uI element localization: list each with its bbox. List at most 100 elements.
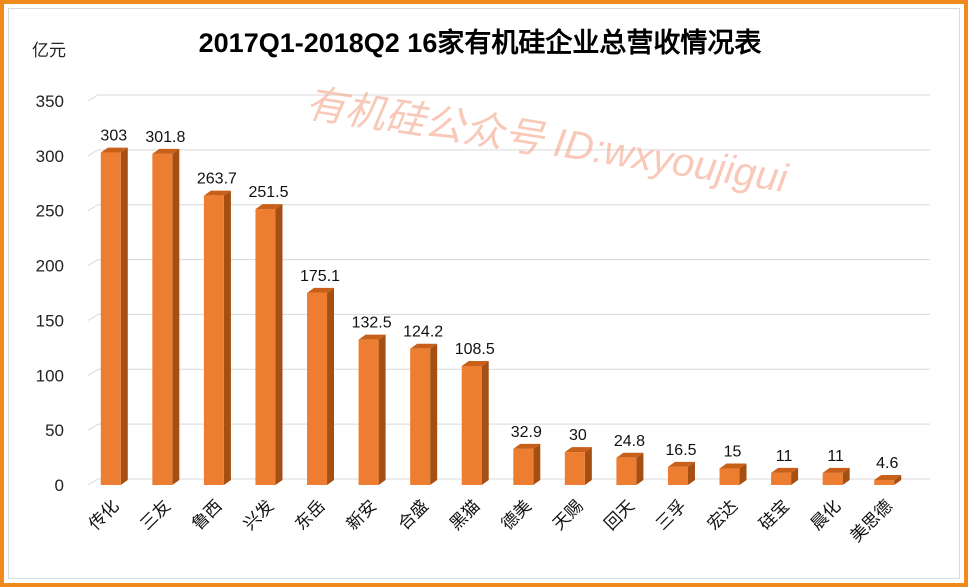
bar-side: [327, 287, 335, 485]
y-tick-label: 250: [36, 202, 64, 221]
bar-side: [430, 343, 438, 485]
x-tick-label: 晨化: [807, 496, 844, 533]
gridline-depth: [87, 94, 99, 102]
x-tick-label: 合盛: [395, 496, 432, 533]
gridline-depth: [87, 478, 99, 486]
bar: [307, 292, 328, 485]
bar-side: [378, 334, 386, 485]
bar-side: [687, 461, 695, 485]
bar: [874, 479, 895, 485]
y-tick-label: 100: [36, 366, 64, 385]
gridline-depth: [87, 149, 99, 157]
y-tick-label: 200: [36, 257, 64, 276]
y-tick-label: 0: [55, 476, 64, 495]
bar-top: [203, 190, 231, 196]
gridline-depth: [87, 368, 99, 376]
data-label: 11: [827, 448, 844, 465]
watermark: 有机硅公众号 ID:wxyoujigui: [303, 81, 792, 201]
chart-title: 2017Q1-2018Q2 16家有机硅企业总营收情况表: [199, 27, 762, 58]
bar: [152, 153, 173, 486]
bar-top: [874, 474, 902, 480]
gridline-depth: [87, 259, 99, 267]
bar-side: [791, 467, 799, 485]
bar: [616, 457, 637, 485]
data-label: 4.6: [876, 455, 898, 472]
bar-top: [822, 467, 850, 473]
data-label: 263.7: [197, 171, 237, 188]
data-label: 16.5: [665, 442, 696, 459]
bar: [203, 195, 224, 486]
bar: [410, 348, 431, 485]
x-tick-label: 天赐: [549, 496, 586, 533]
x-tick-label: 美思德: [847, 496, 896, 545]
bar-top: [667, 461, 695, 467]
gridline-depth: [87, 423, 99, 431]
bar: [564, 452, 585, 485]
x-tick-label: 兴发: [240, 496, 277, 533]
bar-side: [120, 147, 128, 485]
data-label: 11: [776, 448, 793, 465]
y-tick-label: 300: [36, 147, 64, 166]
x-tick-label: 新安: [343, 496, 380, 533]
y-tick-label: 50: [45, 421, 64, 440]
y-axis-label: 亿元: [32, 41, 66, 60]
bar-side: [636, 452, 644, 485]
x-tick-label: 硅宝: [755, 496, 792, 533]
data-label: 30: [569, 427, 587, 444]
bar: [667, 466, 688, 485]
bar-side: [172, 148, 180, 486]
bar-top: [152, 148, 180, 154]
data-label: 108.5: [455, 341, 495, 358]
bar: [822, 472, 843, 485]
bar-top: [307, 287, 335, 293]
bar-side: [584, 447, 592, 485]
bar-side: [739, 463, 747, 485]
bar-top: [255, 204, 283, 210]
bar: [719, 468, 740, 485]
x-tick-label: 德美: [498, 496, 535, 533]
bar-side: [481, 360, 489, 485]
bar-top: [410, 343, 438, 349]
data-label: 124.2: [403, 324, 443, 341]
bar-side: [842, 467, 850, 485]
gridline-depth: [87, 313, 99, 321]
bar: [100, 152, 121, 485]
x-tick-label: 东岳: [291, 496, 328, 533]
bar-top: [719, 463, 747, 469]
bar: [513, 448, 534, 485]
bar-side: [533, 443, 541, 485]
x-tick-label: 回天: [601, 496, 638, 533]
bar-top: [616, 452, 644, 458]
bar-side: [275, 204, 283, 485]
data-label: 15: [724, 444, 742, 461]
data-label: 301.8: [145, 129, 185, 146]
data-label: 303: [100, 128, 127, 145]
x-tick-label: 宏达: [704, 496, 741, 533]
bar-top: [461, 360, 489, 366]
x-tick-label: 三友: [137, 496, 174, 533]
bar-top: [513, 443, 541, 449]
bar: [358, 339, 379, 485]
data-label: 132.5: [352, 315, 392, 332]
bar: [771, 472, 792, 485]
bar-chart: 0 50 100 150 200 250 300 350 2017Q1-2018Q2 16家有机…: [32, 27, 930, 546]
gridline-depth: [87, 204, 99, 212]
data-label: 251.5: [248, 184, 288, 201]
bar-side: [894, 474, 902, 485]
y-tick-label: 150: [36, 311, 64, 330]
bar-top: [358, 334, 386, 340]
y-tick-label: 350: [36, 92, 64, 111]
bar-top: [564, 447, 592, 453]
data-label: 24.8: [614, 433, 645, 450]
x-tick-label: 传化: [85, 496, 122, 533]
bar: [461, 365, 482, 485]
data-label: 32.9: [511, 424, 542, 441]
bar-side: [223, 190, 231, 486]
x-tick-label: 鲁西: [188, 496, 225, 533]
bar: [255, 209, 276, 485]
bar-top: [771, 467, 799, 473]
data-label: 175.1: [300, 268, 340, 285]
bar-top: [100, 147, 128, 153]
chart-area: [8, 8, 960, 579]
